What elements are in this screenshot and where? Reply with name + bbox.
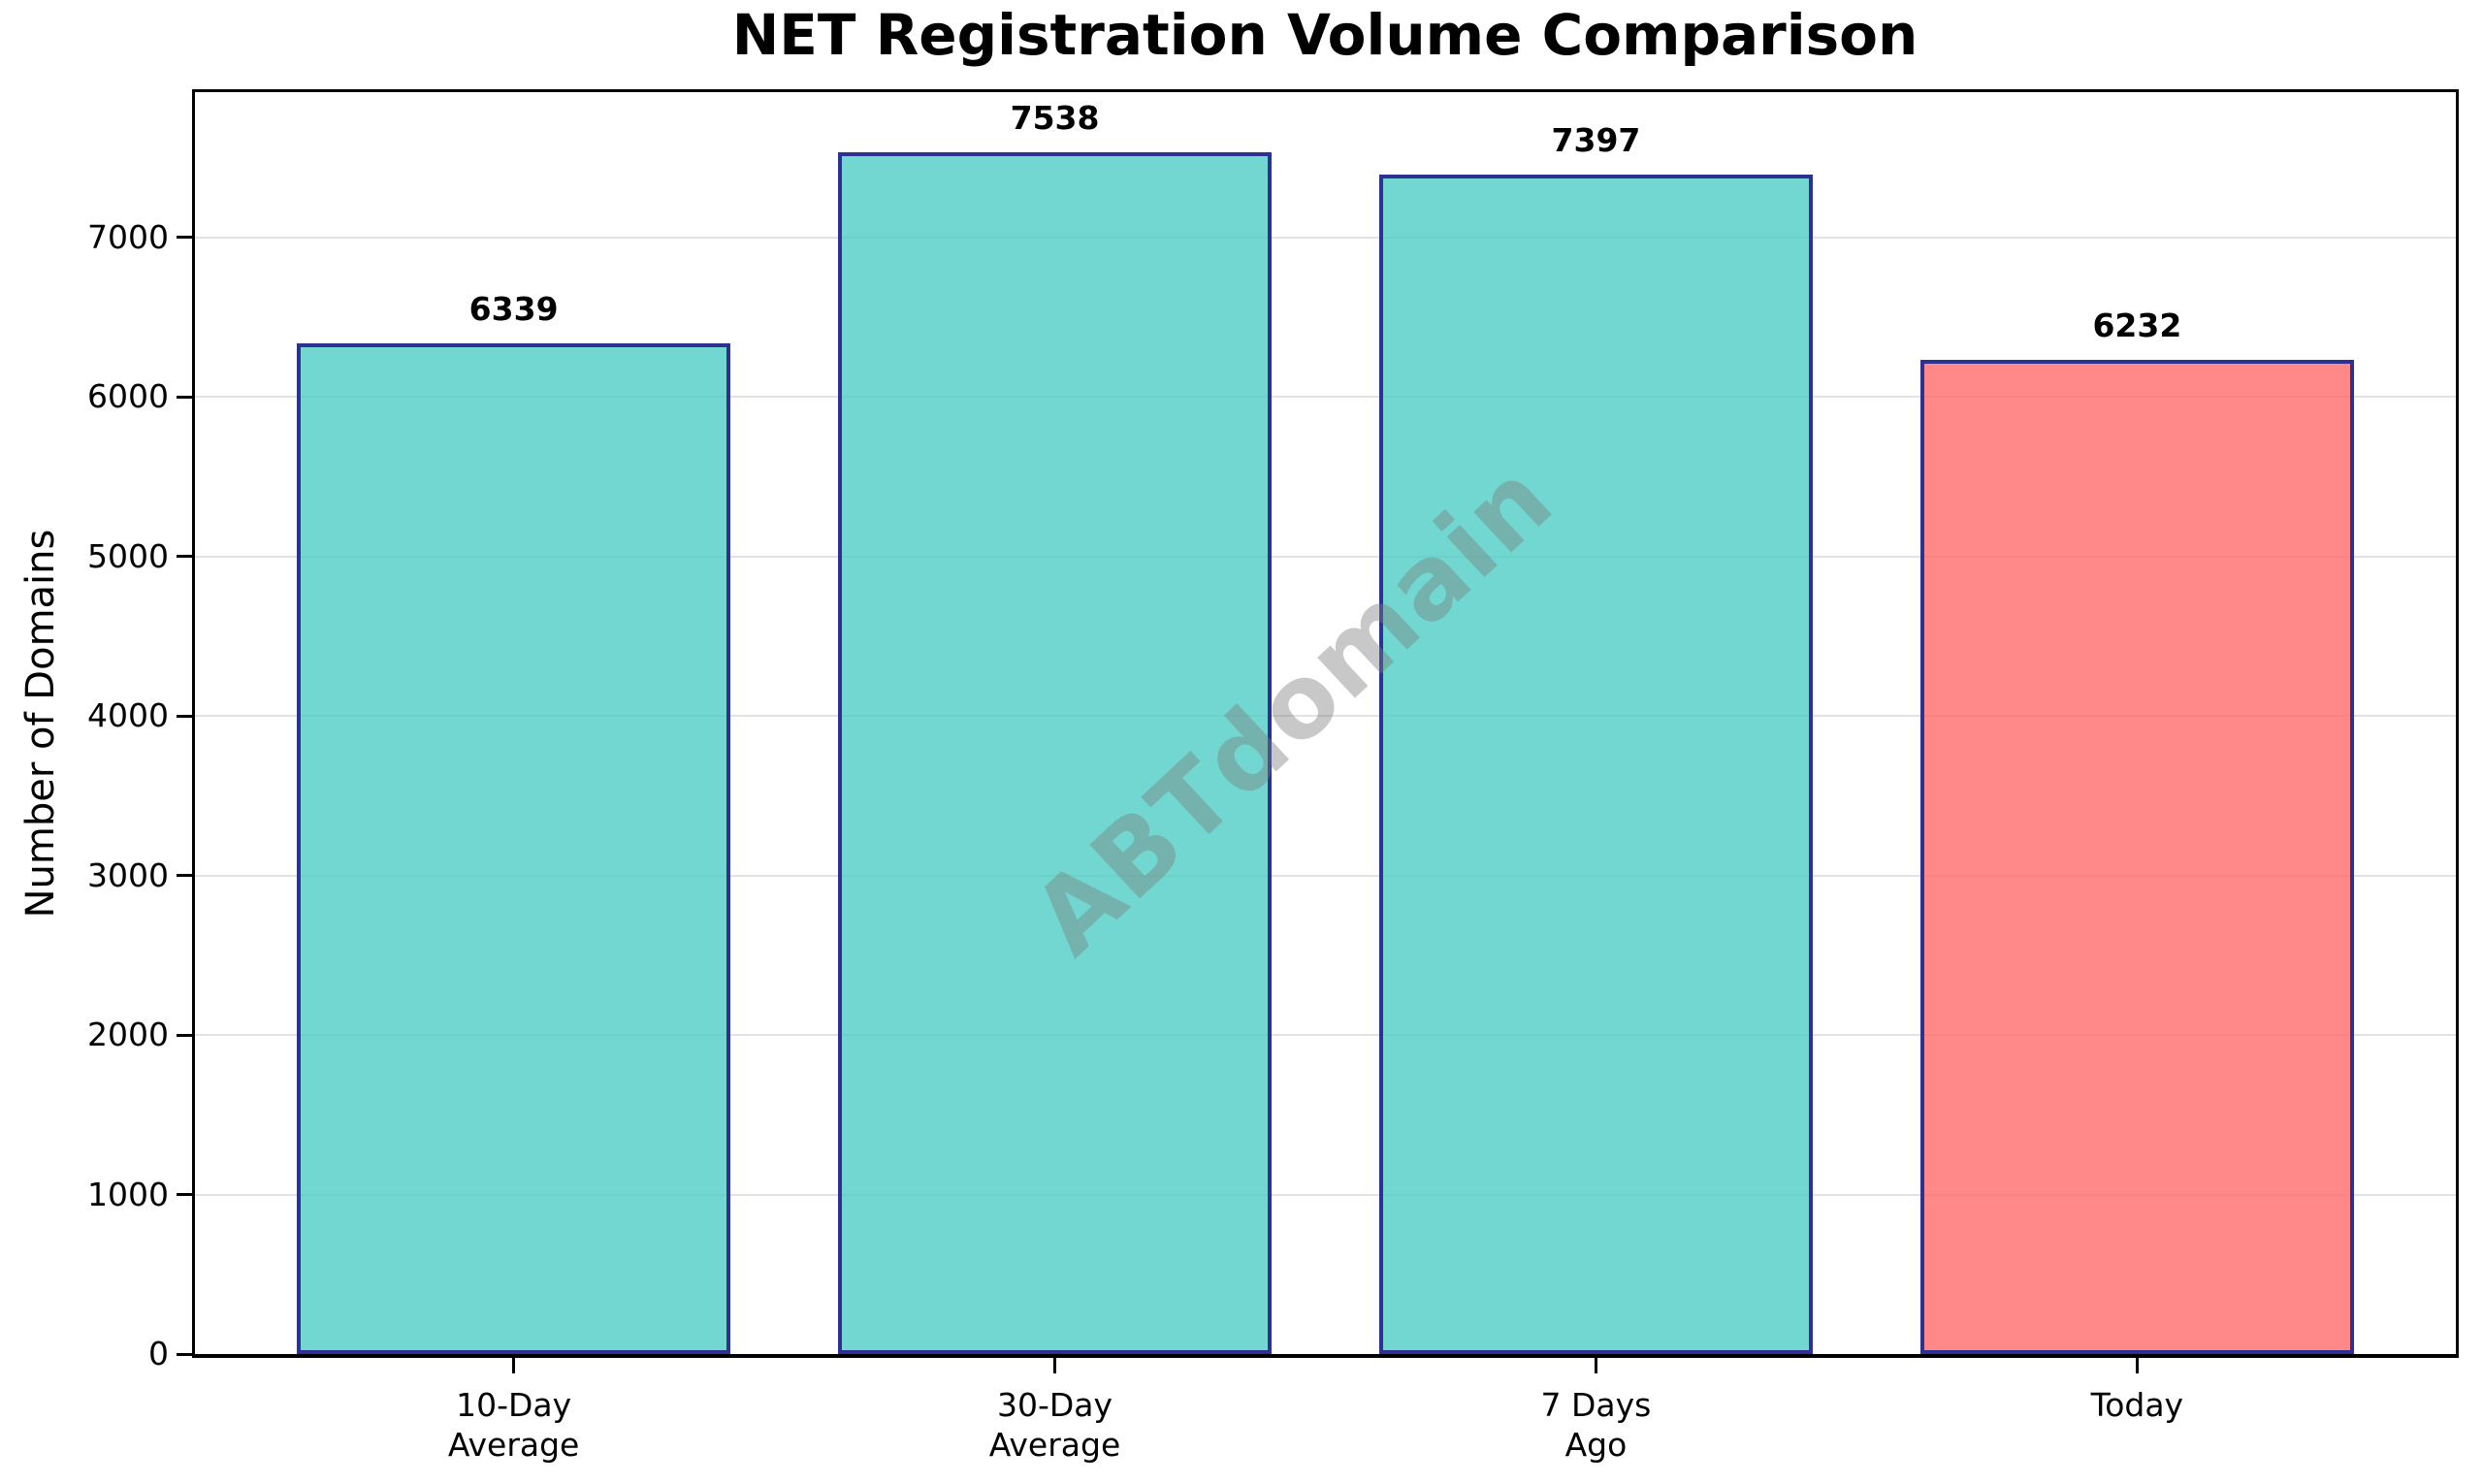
bar-value-label-30-day-average: 7538 — [1010, 98, 1100, 137]
y-tick-7000 — [177, 236, 192, 240]
x-tick-7-days-ago — [1594, 1358, 1597, 1373]
x-tick-label-10-day-average: 10-Day Average — [447, 1386, 580, 1464]
gridline-1000 — [195, 1193, 2456, 1196]
bar-30-day-average — [838, 151, 1272, 1354]
plot-area: 6339 7538 7397 6232 ABTdomain — [192, 89, 2459, 1358]
y-tick-label-5000: 5000 — [87, 536, 169, 575]
gridline-5000 — [195, 555, 2456, 558]
y-tick-label-1000: 1000 — [87, 1175, 169, 1213]
bar-value-label-today: 6232 — [2092, 306, 2182, 345]
x-tick-label-30-day-average: 30-Day Average — [988, 1386, 1121, 1464]
y-tick-0 — [177, 1352, 192, 1356]
y-tick-4000 — [177, 714, 192, 718]
bar-7-days-ago — [1379, 174, 1813, 1354]
y-tick-label-2000: 2000 — [87, 1016, 169, 1054]
y-tick-3000 — [177, 874, 192, 878]
gridline-3000 — [195, 874, 2456, 877]
x-tick-label-today: Today — [2090, 1386, 2184, 1424]
y-tick-6000 — [177, 395, 192, 399]
y-tick-5000 — [177, 555, 192, 559]
y-tick-label-0: 0 — [148, 1335, 169, 1372]
y-tick-2000 — [177, 1033, 192, 1037]
x-tick-30-day-average — [1053, 1358, 1057, 1373]
gridline-4000 — [195, 715, 2456, 718]
x-tick-today — [2135, 1358, 2139, 1373]
bar-today — [1920, 360, 2354, 1354]
gridline-6000 — [195, 396, 2456, 399]
y-tick-1000 — [177, 1193, 192, 1197]
bar-10-day-average — [297, 342, 730, 1354]
bar-value-label-7-days-ago: 7397 — [1551, 120, 1641, 159]
x-tick-label-7-days-ago: 7 Days Ago — [1540, 1386, 1652, 1464]
bar-value-label-10-day-average: 6339 — [468, 289, 559, 328]
chart-title: NET Registration Volume Comparison — [731, 2, 1919, 68]
y-tick-label-4000: 4000 — [87, 696, 169, 735]
y-tick-label-6000: 6000 — [87, 377, 169, 416]
y-tick-label-3000: 3000 — [87, 855, 169, 894]
y-tick-label-7000: 7000 — [87, 217, 169, 256]
gridline-7000 — [195, 236, 2456, 239]
gridline-2000 — [195, 1034, 2456, 1037]
x-tick-10-day-average — [512, 1358, 516, 1373]
